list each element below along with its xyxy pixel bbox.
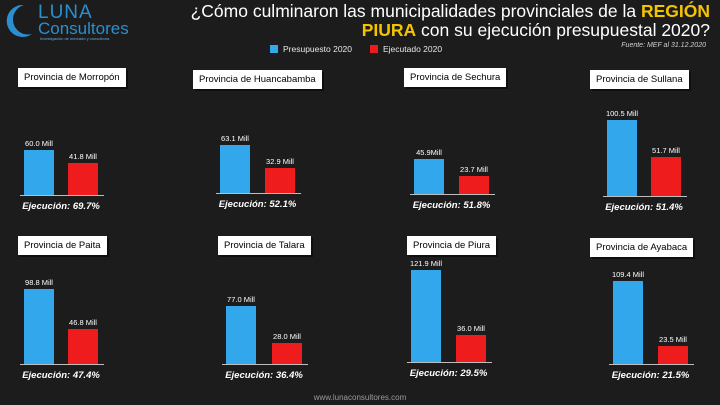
brand-name-line2: Consultores [38, 19, 129, 38]
bar-ejecutado [456, 335, 486, 362]
bar-value-label: 45.9Mill [416, 148, 442, 157]
bar-presupuesto [414, 159, 444, 194]
bar-presupuesto [220, 145, 250, 193]
panel-title: Provincia de Huancabamba [193, 70, 322, 89]
bar-presupuesto [411, 270, 441, 362]
bar-ejecutado [68, 329, 98, 364]
execution-percentage: Ejecución: 29.5% [409, 368, 488, 379]
page-title: ¿Cómo culminaron las municipalidades pro… [140, 2, 710, 40]
bar-value-label: 32.9 Mill [266, 157, 294, 166]
bar-ejecutado [658, 346, 688, 364]
title-pre: ¿Cómo culminaron las municipalidades pro… [190, 1, 641, 21]
execution-percentage: Ejecución: 51.4% [605, 202, 683, 213]
bar-ejecutado [265, 168, 295, 193]
legend-swatch-ejecutado [370, 45, 378, 53]
bar-presupuesto [226, 306, 256, 364]
footer-url: www.lunaconsultores.com [313, 393, 407, 402]
bar-value-label: 98.8 Mill [25, 278, 53, 287]
source-note: Fuente: MEF al 31.12.2020 [621, 42, 706, 49]
bar-value-label: 36.0 Mill [457, 324, 485, 333]
panel-title: Provincia de Sechura [404, 68, 507, 87]
panel-title: Provincia de Ayabaca [590, 238, 694, 257]
panel-title: Provincia de Piura [407, 236, 497, 255]
brand-name-line1: LUNA [38, 2, 93, 23]
bar-value-label: 63.1 Mill [221, 134, 249, 143]
bar-baseline [20, 195, 104, 196]
bar-baseline [603, 196, 687, 197]
bar-baseline [216, 193, 301, 194]
bar-value-label: 51.7 Mill [652, 146, 680, 155]
bar-ejecutado [651, 157, 681, 196]
bar-value-label: 109.4 Mill [611, 270, 645, 279]
bar-value-label: 77.0 Mill [227, 295, 255, 304]
legend-item-ejecutado: Ejecutado 2020 [370, 44, 442, 54]
legend-swatch-presupuesto [270, 45, 278, 53]
panel-title: Provincia de Morropón [18, 68, 126, 87]
bar-value-label: 23.7 Mill [460, 165, 488, 174]
panel-title: Provincia de Sullana [590, 70, 689, 89]
panel-title: Provincia de Talara [218, 236, 311, 255]
bar-value-label: 41.8 Mill [69, 152, 97, 161]
bar-ejecutado [68, 163, 98, 195]
execution-percentage: Ejecución: 36.4% [225, 370, 303, 381]
bar-value-label: 100.5 Mill [605, 109, 639, 118]
panel-title: Provincia de Paita [18, 236, 107, 255]
execution-percentage: Ejecución: 52.1% [218, 199, 297, 210]
bar-value-label: 60.0 Mill [25, 139, 53, 148]
bar-baseline [609, 364, 694, 365]
bar-value-label: 28.0 Mill [273, 332, 301, 341]
bar-value-label: 46.8 Mill [69, 318, 97, 327]
execution-percentage: Ejecución: 21.5% [611, 370, 690, 381]
bar-presupuesto [607, 120, 637, 196]
legend-label-ejecutado: Ejecutado 2020 [383, 44, 443, 54]
title-post: con su ejecución presupuestal 2020? [416, 20, 710, 40]
bar-presupuesto [24, 150, 54, 195]
bar-baseline [410, 194, 495, 195]
brand-logo: LUNA Consultores Investigación de mercad… [4, 2, 130, 42]
execution-percentage: Ejecución: 47.4% [22, 370, 100, 381]
bar-presupuesto [24, 289, 54, 364]
bar-baseline [407, 362, 492, 363]
bar-baseline [20, 364, 104, 365]
legend-label-presupuesto: Presupuesto 2020 [283, 44, 352, 54]
bar-ejecutado [459, 176, 489, 194]
title-highlight: REGIÓN PIURA [361, 1, 710, 40]
bar-value-label: 23.5 Mill [659, 335, 687, 344]
brand-tagline: Investigación de mercado y consultoría [40, 36, 110, 41]
bar-presupuesto [613, 281, 643, 364]
execution-percentage: Ejecución: 69.7% [22, 201, 100, 212]
legend: Presupuesto 2020 Ejecutado 2020 [270, 44, 442, 54]
moon-logo-icon [6, 4, 32, 37]
legend-item-presupuesto: Presupuesto 2020 [270, 44, 352, 54]
bar-baseline [222, 364, 308, 365]
bar-ejecutado [272, 343, 302, 364]
bar-value-label: 121.9 Mill [409, 259, 443, 268]
execution-percentage: Ejecución: 51.8% [412, 200, 491, 211]
